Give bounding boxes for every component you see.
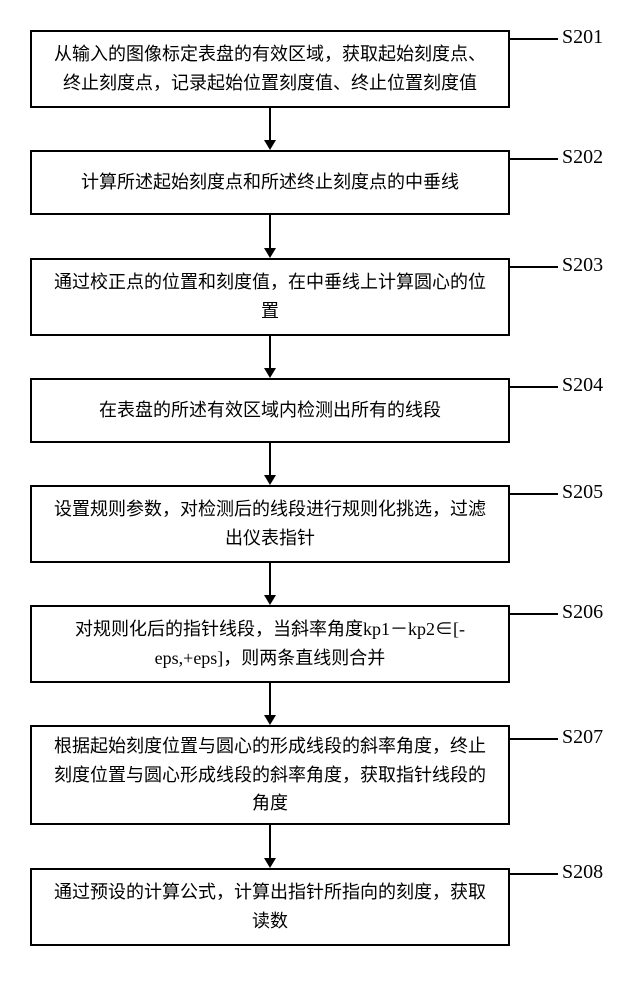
flowchart-node: 对规则化后的指针线段，当斜率角度kp1－kp2∈[-eps,+eps]，则两条直…: [30, 605, 510, 683]
node-text: 在表盘的所述有效区域内检测出所有的线段: [99, 396, 441, 425]
step-label: S205: [562, 481, 603, 504]
label-connector: [510, 738, 558, 740]
node-text: 设置规则参数，对检测后的线段进行规则化挑选，过滤出仪表指针: [48, 495, 492, 553]
arrow-line: [269, 825, 271, 858]
arrow-line: [269, 108, 271, 140]
flowchart-node: 根据起始刻度位置与圆心的形成线段的斜率角度，终止刻度位置与圆心形成线段的斜率角度…: [30, 725, 510, 825]
flowchart-node: 计算所述起始刻度点和所述终止刻度点的中垂线: [30, 150, 510, 215]
flowchart-node: 从输入的图像标定表盘的有效区域，获取起始刻度点、终止刻度点，记录起始位置刻度值、…: [30, 30, 510, 108]
step-label: S206: [562, 601, 603, 624]
step-label: S201: [562, 26, 603, 49]
label-connector: [510, 386, 558, 388]
arrow-line: [269, 443, 271, 475]
label-connector: [510, 38, 558, 40]
arrow-line: [269, 336, 271, 368]
flowchart-node: 通过预设的计算公式，计算出指针所指向的刻度，获取读数: [30, 868, 510, 946]
arrow-head: [264, 140, 276, 150]
arrow-line: [269, 563, 271, 595]
node-text: 通过预设的计算公式，计算出指针所指向的刻度，获取读数: [48, 878, 492, 936]
arrow-line: [269, 215, 271, 248]
node-text: 根据起始刻度位置与圆心的形成线段的斜率角度，终止刻度位置与圆心形成线段的斜率角度…: [48, 732, 492, 818]
node-text: 从输入的图像标定表盘的有效区域，获取起始刻度点、终止刻度点，记录起始位置刻度值、…: [48, 40, 492, 98]
label-connector: [510, 158, 558, 160]
arrow-head: [264, 595, 276, 605]
arrow-head: [264, 858, 276, 868]
arrow-head: [264, 368, 276, 378]
step-label: S202: [562, 146, 603, 169]
flowchart-container: 从输入的图像标定表盘的有效区域，获取起始刻度点、终止刻度点，记录起始位置刻度值、…: [0, 0, 628, 1000]
step-label: S204: [562, 374, 603, 397]
label-connector: [510, 493, 558, 495]
flowchart-node: 在表盘的所述有效区域内检测出所有的线段: [30, 378, 510, 443]
arrow-head: [264, 715, 276, 725]
label-connector: [510, 873, 558, 875]
step-label: S207: [562, 726, 603, 749]
node-text: 通过校正点的位置和刻度值，在中垂线上计算圆心的位置: [48, 268, 492, 326]
label-connector: [510, 266, 558, 268]
arrow-head: [264, 248, 276, 258]
node-text: 对规则化后的指针线段，当斜率角度kp1－kp2∈[-eps,+eps]，则两条直…: [48, 615, 492, 673]
node-text: 计算所述起始刻度点和所述终止刻度点的中垂线: [81, 168, 459, 197]
flowchart-node: 设置规则参数，对检测后的线段进行规则化挑选，过滤出仪表指针: [30, 485, 510, 563]
arrow-line: [269, 683, 271, 715]
step-label: S203: [562, 254, 603, 277]
arrow-head: [264, 475, 276, 485]
flowchart-node: 通过校正点的位置和刻度值，在中垂线上计算圆心的位置: [30, 258, 510, 336]
label-connector: [510, 613, 558, 615]
step-label: S208: [562, 861, 603, 884]
